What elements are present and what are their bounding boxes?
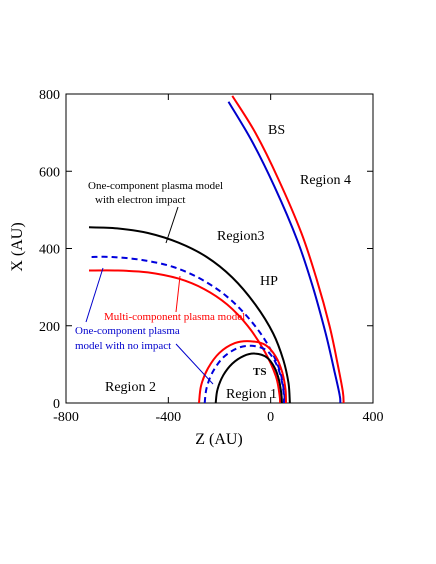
y-tick-label: 800	[39, 88, 60, 103]
y-tick-label: 400	[39, 243, 60, 258]
pointer-noimpact-right	[175, 343, 214, 385]
annotation-noimpact-1: One-component plasma	[75, 325, 180, 337]
axis-ticks: -800 -400 0 400 0 200 400 600 800	[39, 88, 384, 425]
pointer-noimpact-left	[85, 267, 104, 323]
annotation-multi-model: Multi-component plasma model	[104, 311, 245, 323]
annotation-hp: HP	[260, 274, 278, 289]
curve-ts_multi	[198, 340, 287, 403]
x-tick-label: -400	[155, 410, 181, 425]
x-tick-label: -800	[53, 410, 79, 425]
x-tick-label: 0	[267, 410, 274, 425]
y-tick-label: 0	[53, 397, 60, 412]
plot-frame	[65, 93, 374, 404]
y-axis-label: X (AU)	[9, 222, 26, 271]
curve-bs_one	[227, 101, 342, 403]
pointer-electron-model	[165, 206, 179, 244]
curve-bs_multi	[231, 95, 345, 403]
annotation-noimpact-2: model with no impact	[75, 340, 171, 352]
curve-hp_noimpact	[91, 255, 286, 403]
curve-ts_noimpact	[203, 344, 285, 403]
pointer-multi-model	[175, 275, 181, 313]
annotation-ts: TS	[253, 366, 266, 378]
curve-hp_multi	[88, 269, 282, 403]
x-axis-label: Z (AU)	[195, 431, 243, 448]
curve-layer	[88, 95, 345, 403]
annotation-bs: BS	[268, 123, 285, 138]
annotation-electron-model-1: One-component plasma model	[88, 180, 223, 192]
annotation-region2: Region 2	[105, 380, 156, 395]
annotation-region1: Region 1	[226, 387, 277, 402]
annotation-electron-model-2: with electron impact	[95, 194, 185, 206]
x-tick-label: 400	[363, 410, 384, 425]
annotation-region3: Region3	[217, 229, 264, 244]
curve-ts_electron	[214, 352, 283, 403]
pointer-layer	[85, 206, 214, 385]
annotation-region4: Region 4	[300, 173, 351, 188]
curve-hp_electron	[88, 226, 291, 403]
y-tick-label: 600	[39, 165, 60, 180]
y-tick-label: 200	[39, 320, 60, 335]
